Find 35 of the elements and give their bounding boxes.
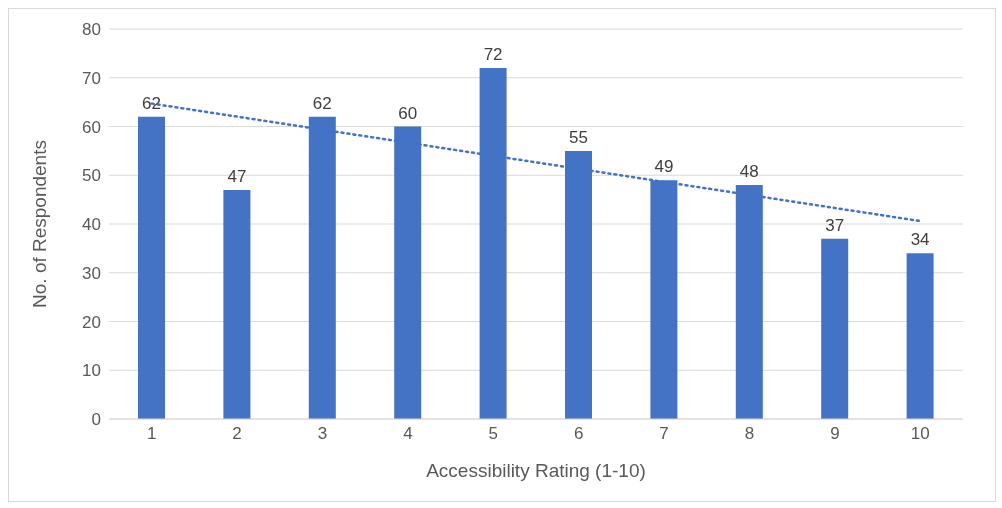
y-tick-label: 0 bbox=[91, 410, 101, 430]
data-label: 49 bbox=[654, 157, 674, 177]
y-tick-label: 20 bbox=[82, 312, 101, 332]
y-tick-label: 60 bbox=[82, 117, 101, 137]
y-axis-title: No. of Respondents bbox=[28, 140, 50, 308]
x-tick-label: 10 bbox=[910, 424, 930, 444]
bar bbox=[821, 238, 849, 419]
y-tick-label: 80 bbox=[82, 20, 101, 40]
data-label: 72 bbox=[483, 45, 503, 64]
data-label: 60 bbox=[398, 103, 418, 123]
x-tick-label: 1 bbox=[146, 424, 157, 444]
data-label: 47 bbox=[227, 166, 247, 186]
data-label: 62 bbox=[312, 93, 332, 113]
x-tick-label: 5 bbox=[488, 424, 499, 444]
x-tick-label: 6 bbox=[573, 424, 584, 444]
x-tick-label: 9 bbox=[830, 424, 840, 444]
x-tick-label: 3 bbox=[317, 424, 328, 444]
y-tick-label: 10 bbox=[82, 361, 101, 381]
y-tick-label: 30 bbox=[82, 263, 101, 283]
bar bbox=[906, 253, 934, 419]
data-label: 34 bbox=[910, 230, 930, 250]
data-label: 37 bbox=[825, 215, 845, 235]
data-label: 62 bbox=[142, 93, 161, 113]
bar bbox=[223, 189, 251, 419]
y-tick-label: 40 bbox=[82, 215, 101, 235]
y-tick-label: 70 bbox=[82, 68, 101, 88]
y-tick-label: 50 bbox=[82, 166, 101, 186]
data-label: 48 bbox=[739, 162, 759, 181]
x-axis-title: Accessibility Rating (1-10) bbox=[426, 460, 646, 481]
x-tick-label: 4 bbox=[403, 424, 413, 444]
x-tick-label: 8 bbox=[744, 424, 755, 444]
x-tick-label: 7 bbox=[659, 424, 669, 444]
bar bbox=[138, 116, 165, 419]
data-label: 55 bbox=[569, 127, 588, 147]
x-tick-label: 2 bbox=[232, 424, 242, 444]
